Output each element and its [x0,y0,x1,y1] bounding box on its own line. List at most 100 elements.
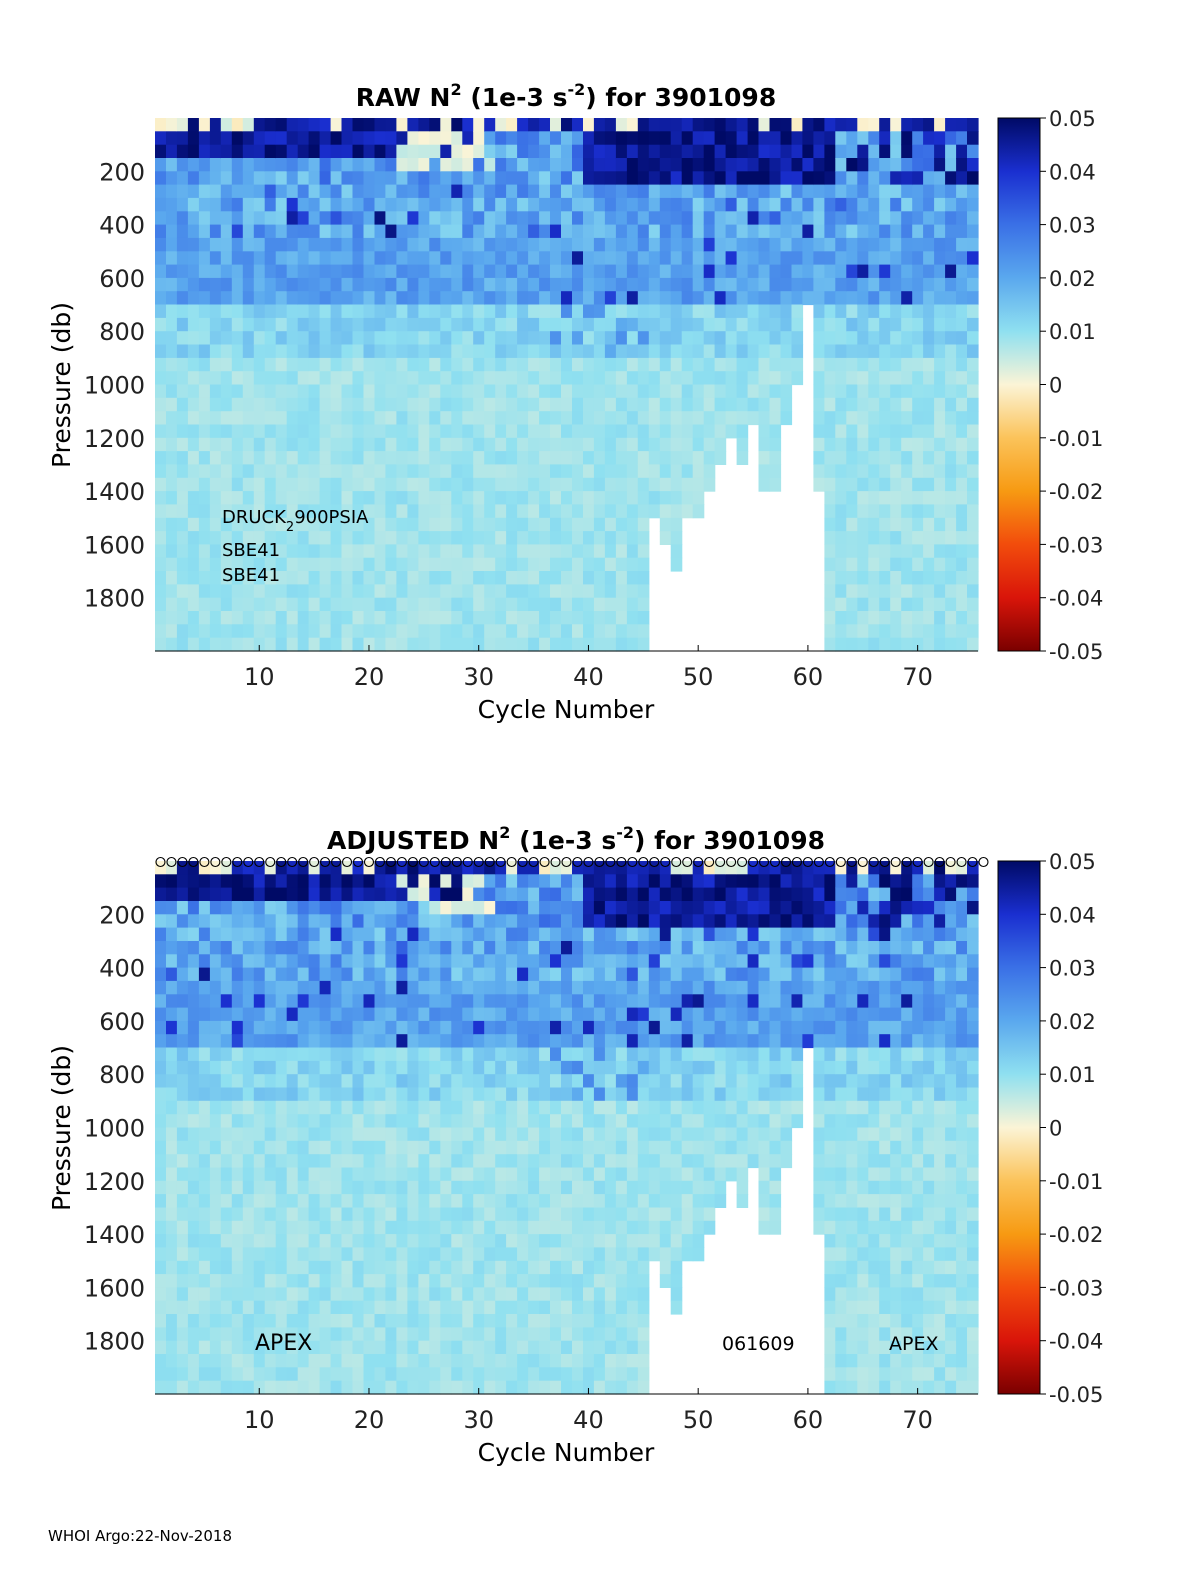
heatmap-cell [484,211,496,226]
heatmap-cell [539,504,551,519]
heatmap-cell [308,357,321,372]
heatmap-cell [308,211,321,226]
heatmap-cell [176,1194,189,1208]
heatmap-cell [572,967,584,982]
heatmap-cell [297,371,310,386]
heatmap-cell [418,1074,430,1089]
heatmap-cell [517,251,529,266]
heatmap-cell [561,251,573,266]
heatmap-cell [396,424,408,439]
heatmap-cell [198,1340,211,1355]
heatmap-cell [517,1060,529,1075]
heatmap-cell [231,424,244,439]
heatmap-cell [385,597,397,612]
heatmap-cell [495,331,507,346]
heatmap-cell [253,1247,266,1262]
heatmap-cell [626,1034,639,1049]
heatmap-cell [440,941,452,955]
heatmap-cell [220,874,233,889]
heatmap-cell [319,1087,332,1102]
heatmap-cell [264,1194,277,1208]
heatmap-cell [648,1140,661,1155]
heatmap-cell [725,224,738,239]
heatmap-cell [407,224,419,239]
heatmap-cell [583,624,595,639]
heatmap-cell [308,914,321,929]
heatmap-cell [462,131,474,146]
heatmap-cell [879,637,891,652]
heatmap-cell [253,927,266,942]
heatmap-cell [297,1354,310,1368]
heatmap-cell [209,397,222,412]
heatmap-cell [429,914,441,929]
heatmap-cell [550,464,562,479]
heatmap-cell [725,237,738,252]
heatmap-cell [231,464,244,479]
heatmap-cell [407,1380,419,1395]
heatmap-cell [495,1114,507,1129]
heatmap-cell [517,980,529,995]
heatmap-cell [791,197,804,212]
heatmap-cell [791,131,804,146]
heatmap-cell [681,994,694,1009]
heatmap-cell [517,637,529,652]
heatmap-cell [901,384,913,399]
heatmap-cell [604,1140,617,1155]
heatmap-cell [901,224,913,239]
heatmap-cell [363,1354,376,1368]
heatmap-cell [451,861,463,875]
heatmap-cell [615,397,628,412]
heatmap-cell [703,384,716,399]
heatmap-cell [495,584,507,599]
heatmap-cell [670,531,683,545]
heatmap-cell [714,914,727,929]
heatmap-cell [385,994,397,1009]
heatmap-cell [418,967,430,982]
heatmap-cell [550,1300,562,1315]
heatmap-cell [220,1180,233,1195]
heatmap-cell [495,954,507,969]
heatmap-cell [308,1380,321,1395]
heatmap-cell [561,184,573,199]
heatmap-cell [572,277,584,292]
heatmap-cell [374,331,387,346]
heatmap-cell [330,1314,343,1328]
heatmap-cell [561,397,573,412]
heatmap-cell [604,994,617,1009]
heatmap-cell [418,1234,430,1248]
heatmap-cell [593,411,606,426]
heatmap-cell [209,1180,222,1195]
heatmap-cell [561,357,573,372]
heatmap-cell [572,1194,584,1208]
heatmap-cell [572,197,584,212]
heatmap-cell [440,277,452,292]
heatmap-cell [264,1007,277,1022]
heatmap-cell [166,557,178,572]
heatmap-cell [681,411,694,426]
heatmap-cell [166,611,178,625]
heatmap-cell [846,517,858,532]
heatmap-cell [209,357,222,372]
heatmap-cell [890,144,902,159]
heatmap-cell [166,1047,178,1062]
heatmap-cell [330,424,343,439]
heatmap-cell [517,1194,529,1208]
heatmap-cell [374,1354,387,1368]
heatmap-cell [539,1340,551,1355]
heatmap-cell [813,237,825,252]
heatmap-cell [374,131,387,146]
x-tick-label: 10 [244,663,275,691]
heatmap-cell [615,171,628,186]
heatmap-cell [187,211,200,226]
heatmap-cell [670,144,683,159]
heatmap-cell [418,994,430,1009]
heatmap-cell [912,184,924,199]
heatmap-cell [308,317,321,332]
heatmap-cell [385,264,397,279]
heatmap-cell [462,874,474,889]
heatmap-cell [572,1074,584,1089]
heatmap-cell [330,1167,343,1182]
heatmap-cell [220,344,233,359]
heatmap-cell [495,411,507,426]
heatmap-cell [495,517,507,532]
